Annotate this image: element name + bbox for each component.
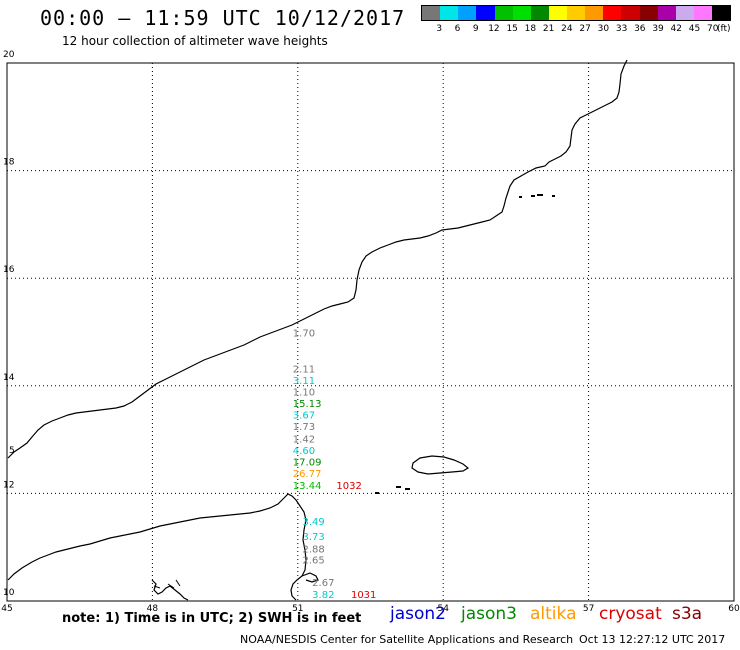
wave-height-value: 3.67 bbox=[293, 410, 315, 421]
legend-swatch bbox=[548, 6, 567, 20]
legend-tick: 27 bbox=[579, 24, 591, 34]
wave-height-value: 4.60 bbox=[293, 446, 315, 457]
wave-height-value: 2.11 bbox=[293, 365, 315, 376]
legend-unit: (ft) bbox=[717, 24, 731, 34]
wave-height-value: 3.73 bbox=[302, 532, 324, 543]
wave-height-value: 2.67 bbox=[312, 578, 334, 589]
wave-height-value: 1031 bbox=[351, 590, 376, 601]
satellite-legend-item: cryosat bbox=[599, 604, 662, 624]
legend-swatch bbox=[621, 6, 640, 20]
satellite-legend-item: altika bbox=[530, 604, 577, 624]
wave-height-value: 17.09 bbox=[293, 458, 322, 469]
legend-tick: 24 bbox=[561, 24, 573, 34]
latitude-label: 12 bbox=[3, 480, 14, 490]
legend-swatch bbox=[512, 6, 531, 20]
legend-swatch bbox=[567, 6, 586, 20]
latitude-labels: 20 18 16 14 12 10 bbox=[3, 50, 15, 598]
wave-height-value: 3.82 bbox=[312, 590, 334, 601]
longitude-label: 51 bbox=[292, 604, 303, 614]
wave-height-value: 3.11 bbox=[293, 376, 315, 387]
coastline-fragment bbox=[151, 579, 189, 601]
satellite-legend-item: s3a bbox=[672, 604, 703, 624]
coastline-fragment-2 bbox=[153, 579, 181, 589]
legend-swatch bbox=[712, 6, 731, 20]
longitude-label: 54 bbox=[437, 604, 449, 614]
wave-height-value: 1032 bbox=[336, 481, 361, 492]
legend-tick: 6 bbox=[454, 24, 461, 34]
coastline-socotra bbox=[411, 455, 470, 475]
wave-height-value: 1.42 bbox=[293, 435, 315, 446]
coastline-ras-hafun bbox=[301, 572, 319, 583]
legend-tick: 70 bbox=[707, 24, 719, 34]
latitude-label: 14 bbox=[3, 373, 15, 383]
latitude-label: 20 bbox=[3, 50, 15, 60]
satellite-legend-item: jason2 bbox=[390, 604, 446, 624]
latitude-label: 10 bbox=[3, 588, 15, 598]
longitude-label: 48 bbox=[147, 604, 159, 614]
legend-tick: 21 bbox=[542, 24, 555, 34]
legend-tick: 18 bbox=[524, 24, 537, 34]
longitude-label: 45 bbox=[1, 604, 12, 614]
map-title: 00:00 – 11:59 UTC 10/12/2017 bbox=[40, 6, 406, 30]
legend-swatch bbox=[476, 6, 495, 20]
legend-tick: 42 bbox=[670, 24, 683, 34]
legend-tick: 12 bbox=[488, 24, 500, 34]
stray-label: 5 bbox=[9, 446, 15, 456]
coastline-horn-of-africa bbox=[7, 493, 307, 601]
note-text: note: 1) Time is in UTC; 2) SWH is in fe… bbox=[62, 611, 362, 626]
legend-tick: 45 bbox=[688, 24, 701, 34]
graticule bbox=[6, 62, 735, 602]
longitude-labels: 45 48 51 54 57 60 bbox=[1, 604, 740, 614]
legend-swatch bbox=[494, 6, 513, 20]
longitude-label: 57 bbox=[583, 604, 594, 614]
legend-color-bar bbox=[421, 5, 731, 21]
wave-height-value: 2.88 bbox=[302, 544, 324, 555]
legend-swatch bbox=[675, 6, 694, 20]
legend-swatch bbox=[693, 6, 712, 20]
legend-swatch bbox=[440, 6, 459, 20]
legend-tick: 36 bbox=[634, 24, 646, 34]
legend-swatch bbox=[530, 6, 549, 20]
wave-height-value: 1.10 bbox=[293, 388, 315, 399]
latitude-label: 18 bbox=[3, 158, 15, 168]
footer-credit: NOAA/NESDIS Center for Satellite Applica… bbox=[240, 633, 574, 646]
legend-swatch bbox=[639, 6, 658, 20]
color-legend: 3 6 9 12 15 18 21 24 27 30 33 36 39 42 45 70 (ft) bbox=[421, 5, 731, 35]
legend-tick: 39 bbox=[652, 24, 664, 34]
latitude-label: 16 bbox=[3, 265, 15, 275]
satellite-legend-item: jason3 bbox=[461, 604, 517, 624]
legend-tick: 15 bbox=[506, 24, 518, 34]
wave-height-value: 15.13 bbox=[293, 399, 322, 410]
coastline-arabia bbox=[7, 59, 628, 459]
map-subtitle: 12 hour collection of altimeter wave hei… bbox=[62, 34, 328, 48]
legend-swatch bbox=[603, 6, 622, 20]
footer-timestamp: Oct 13 12:27:12 UTC 2017 bbox=[579, 633, 726, 646]
longitude-label: 60 bbox=[728, 604, 740, 614]
map-frame bbox=[6, 62, 735, 602]
legend-tick: 30 bbox=[597, 24, 610, 34]
legend-tick: 9 bbox=[472, 24, 479, 34]
wave-height-value: 2.65 bbox=[302, 556, 324, 567]
legend-swatch bbox=[422, 6, 441, 20]
legend-swatch bbox=[458, 6, 477, 20]
kuria-muria-islands bbox=[519, 194, 555, 198]
legend-tick: 33 bbox=[615, 24, 628, 34]
legend-swatch bbox=[657, 6, 676, 20]
legend-swatch bbox=[585, 6, 604, 20]
wave-height-value: 1.70 bbox=[293, 329, 315, 340]
wave-height-value: 26.77 bbox=[293, 469, 322, 480]
wave-height-value: 13.44 bbox=[293, 481, 322, 492]
wave-height-value: 1.73 bbox=[293, 422, 315, 433]
socotra-islets bbox=[375, 486, 410, 494]
legend-tick: 3 bbox=[436, 24, 443, 34]
wave-height-value: 3.49 bbox=[302, 517, 324, 528]
